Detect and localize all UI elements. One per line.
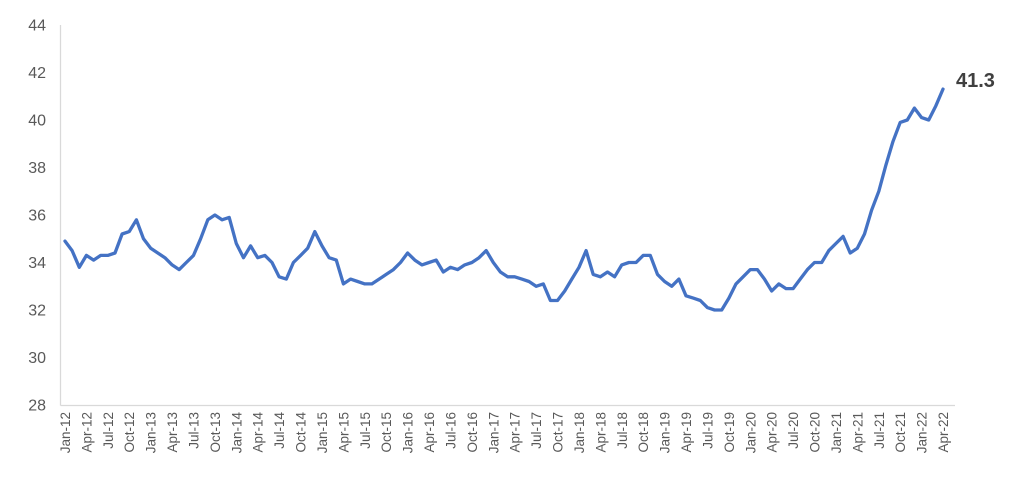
- x-axis-tick-label: Jul-13: [187, 412, 202, 449]
- x-axis-tick-label: Jan-13: [144, 412, 159, 453]
- x-axis-tick-label: Jan-21: [829, 412, 844, 453]
- x-axis-tick-label: Jul-17: [529, 412, 544, 449]
- x-axis-tick-label: Apr-16: [422, 412, 437, 453]
- x-axis-tick-label: Jul-19: [700, 412, 715, 449]
- x-axis-tick-label: Oct-13: [208, 412, 223, 453]
- y-axis-tick-label: 40: [28, 113, 46, 130]
- x-axis-tick-label: Apr-17: [508, 412, 523, 453]
- x-axis-tick-label: Oct-14: [294, 412, 309, 453]
- x-axis-tick-label: Oct-15: [379, 412, 394, 453]
- x-axis-tick-label: Jan-22: [915, 412, 930, 453]
- x-axis-tick-label: Apr-13: [165, 412, 180, 453]
- y-axis-tick-labels: 28 30 32 34 36 38 40 42 44: [28, 18, 46, 415]
- end-value-label: 41.3: [956, 70, 995, 92]
- x-axis-tick-label: Jan-18: [572, 412, 587, 453]
- x-axis-tick-label: Jan-19: [658, 412, 673, 453]
- x-axis-tick-label: Jul-20: [786, 412, 801, 449]
- y-axis-tick-label: 42: [28, 65, 46, 82]
- x-axis-tick-label: Oct-18: [636, 412, 651, 453]
- x-axis-tick-label: Jan-15: [315, 412, 330, 453]
- x-axis-tick-label: Apr-15: [336, 412, 351, 453]
- x-axis-tick-label: Jul-16: [444, 412, 459, 449]
- x-axis-tick-label: Apr-18: [593, 412, 608, 453]
- x-axis-tick-label: Apr-14: [251, 412, 266, 453]
- data-series-line: [63, 87, 945, 312]
- y-axis-tick-label: 32: [28, 303, 46, 320]
- x-axis-tick-label: Jul-12: [101, 412, 116, 449]
- y-axis-tick-label: 34: [28, 255, 46, 272]
- y-axis-tick-label: 30: [28, 350, 46, 367]
- x-axis-tick-label: Jan-20: [743, 412, 758, 453]
- x-axis-tick-label: Jan-16: [401, 412, 416, 453]
- x-axis-tick-label: Apr-20: [765, 412, 780, 453]
- y-axis-tick-label: 44: [28, 18, 46, 35]
- x-axis-tick-label: Jan-14: [229, 412, 244, 454]
- x-axis-tick-label: Apr-19: [679, 412, 694, 453]
- y-axis-tick-label: 28: [28, 398, 46, 415]
- x-axis-tick-label: Oct-20: [808, 412, 823, 453]
- x-axis-tick-label: Apr-22: [936, 412, 951, 453]
- x-axis-tick-label: Oct-21: [893, 412, 908, 453]
- x-axis-tick-label: Jul-21: [872, 412, 887, 449]
- x-axis-tick-label: Jul-15: [358, 412, 373, 449]
- x-axis-tick-label: Oct-17: [551, 412, 566, 453]
- x-axis-tick-label: Oct-19: [722, 412, 737, 453]
- x-axis-tick-label: Oct-12: [122, 412, 137, 453]
- x-axis-tick-label: Oct-16: [465, 412, 480, 453]
- x-axis-tick-label: Jan-17: [486, 412, 501, 453]
- x-axis-tick-label: Jul-18: [615, 412, 630, 449]
- x-axis-tick-label: Jan-12: [58, 412, 73, 453]
- x-axis-tick-label: Apr-12: [79, 412, 94, 453]
- x-axis-tick-label: Jul-14: [272, 412, 287, 449]
- x-axis-tick-label: Apr-21: [850, 412, 865, 453]
- y-axis-tick-label: 36: [28, 208, 46, 225]
- x-axis-tick-labels: Jan-12 Apr-12 Jul-12 Oct-12 Jan-13 Apr-13 Jul-…: [58, 412, 951, 454]
- y-axis-tick-label: 38: [28, 160, 46, 177]
